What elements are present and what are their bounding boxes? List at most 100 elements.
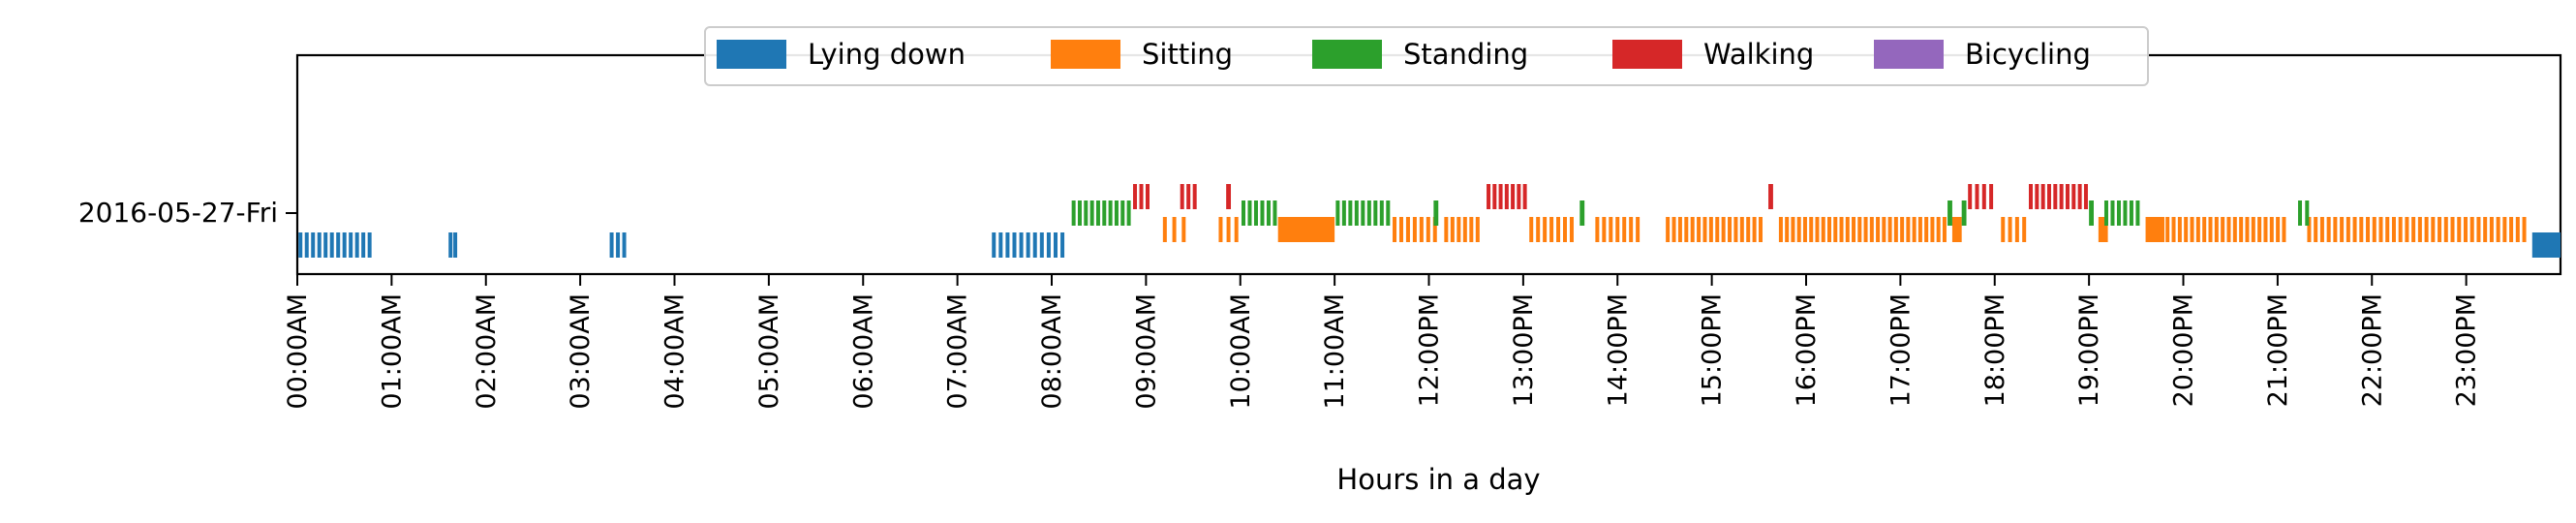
- activity-tick: [2040, 184, 2045, 209]
- activity-tick: [2307, 217, 2312, 242]
- activity-tick: [1666, 217, 1671, 242]
- x-tick-label: 13:00PM: [1509, 293, 1539, 407]
- activity-tick: [1102, 200, 1107, 226]
- activity-tick: [2269, 217, 2274, 242]
- activity-tick: [2298, 200, 2303, 226]
- activity-tick: [1241, 200, 1245, 226]
- activity-tick: [1180, 184, 1184, 209]
- activity-tick: [1802, 217, 1807, 242]
- legend-entry: Standing: [1312, 38, 1528, 71]
- activity-tick: [1386, 200, 1391, 226]
- activity-tick: [2116, 200, 2121, 226]
- activity-tick: [1084, 200, 1089, 226]
- activity-tick: [1549, 217, 1554, 242]
- activity-tick: [1133, 184, 1138, 209]
- activity-tick: [1511, 184, 1516, 209]
- activity-tick: [1398, 217, 1403, 242]
- activity-tick: [2457, 217, 2462, 242]
- activity-tick: [1815, 217, 1820, 242]
- activity-tick: [1942, 217, 1947, 242]
- x-tick-label: 01:00AM: [377, 293, 407, 410]
- activity-tick: [1487, 184, 1491, 209]
- legend-swatch: [1874, 40, 1944, 69]
- x-tick-label: 15:00PM: [1698, 293, 1728, 407]
- activity-tick: [1162, 217, 1167, 242]
- activity-tick: [2251, 217, 2255, 242]
- activity-tick: [2263, 217, 2268, 242]
- activity-tick: [1504, 184, 1509, 209]
- activity-tick: [1562, 217, 1567, 242]
- activity-tick: [1536, 217, 1541, 242]
- x-tick-label: 17:00PM: [1886, 293, 1916, 407]
- activity-tick: [1981, 184, 1986, 209]
- activity-tick: [1739, 217, 1744, 242]
- activity-tick: [2022, 217, 2027, 242]
- legend-entry: Lying down: [717, 38, 966, 71]
- activity-tick: [2378, 217, 2383, 242]
- activity-tick: [1690, 217, 1695, 242]
- activity-bar: [2145, 217, 2165, 242]
- activity-bar: [1768, 184, 1773, 209]
- activity-tick: [1975, 184, 1979, 209]
- activity-tick: [1457, 217, 1461, 242]
- legend-label: Bicycling: [1965, 38, 2091, 71]
- activity-tick: [1469, 217, 1474, 242]
- legend-label: Standing: [1403, 38, 1528, 71]
- activity-tick: [298, 232, 303, 258]
- activity-tick: [1432, 217, 1437, 242]
- activity-tick: [1172, 217, 1177, 242]
- activity-tick: [1114, 200, 1119, 226]
- activity-tick: [2372, 217, 2377, 242]
- activity-tick: [2385, 217, 2390, 242]
- activity-tick: [2046, 184, 2051, 209]
- activity-tick: [1247, 200, 1252, 226]
- activity-tick: [2319, 217, 2324, 242]
- activity-tick: [2221, 217, 2225, 242]
- activity-tick: [1186, 184, 1191, 209]
- activity-tick: [1419, 217, 1424, 242]
- activity-tick: [1702, 217, 1707, 242]
- activity-tick: [1733, 217, 1738, 242]
- activity-tick: [1595, 217, 1600, 242]
- activity-tick: [1366, 200, 1371, 226]
- activity-tick: [1039, 232, 1044, 258]
- activity-tick: [361, 232, 366, 258]
- activity-tick: [2083, 184, 2088, 209]
- x-tick-label: 16:00PM: [1792, 293, 1822, 407]
- activity-tick: [2028, 184, 2033, 209]
- activity-bar: [1277, 217, 1335, 242]
- activity-tick: [2463, 217, 2468, 242]
- activity-tick: [323, 232, 328, 258]
- activity-tick: [1108, 200, 1113, 226]
- activity-tick: [1462, 217, 1467, 242]
- activity-tick: [2359, 217, 2364, 242]
- activity-tick: [1005, 232, 1010, 258]
- activity-tick: [2326, 217, 2331, 242]
- activity-tick: [2135, 200, 2140, 226]
- activity-tick: [2469, 217, 2474, 242]
- activity-tick: [1906, 217, 1911, 242]
- activity-tick: [2001, 217, 2006, 242]
- activity-tick: [1917, 217, 1922, 242]
- x-tick-label: 18:00PM: [1980, 293, 2010, 407]
- activity-tick: [2496, 217, 2500, 242]
- activity-tick: [2226, 217, 2231, 242]
- activity-tick: [1335, 200, 1340, 226]
- activity-tick: [2305, 200, 2310, 226]
- activity-tick: [1602, 217, 1607, 242]
- activity-tick: [304, 232, 309, 258]
- activity-tick: [1715, 217, 1720, 242]
- activity-tick: [1636, 217, 1641, 242]
- activity-tick: [2110, 200, 2115, 226]
- activity-tick: [1809, 217, 1814, 242]
- activity-tick: [2515, 217, 2520, 242]
- legend: Lying down Sitting Standing Walking Bicyclin…: [704, 26, 2149, 86]
- activity-tick: [2232, 217, 2237, 242]
- activity-tick: [2065, 184, 2070, 209]
- activity-tick: [2483, 217, 2488, 242]
- activity-tick: [2059, 184, 2064, 209]
- x-tick-label: 14:00PM: [1603, 293, 1633, 407]
- activity-tick: [1450, 217, 1455, 242]
- activity-bar: [2531, 232, 2561, 258]
